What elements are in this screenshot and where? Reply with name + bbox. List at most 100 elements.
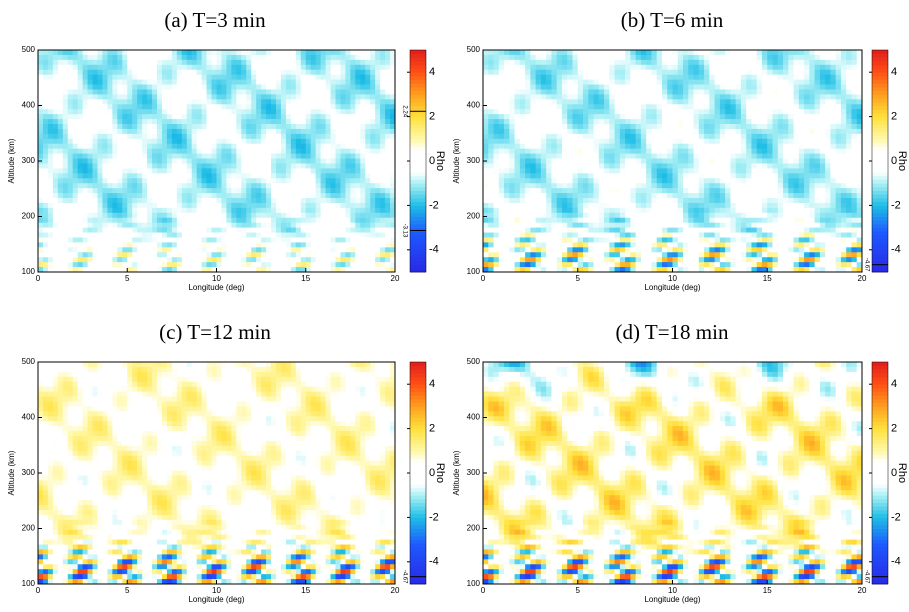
field-cell (137, 50, 142, 55)
field-cell (530, 75, 536, 80)
field-cell (241, 163, 246, 168)
field-cell (142, 257, 147, 262)
field-cell (365, 89, 370, 94)
field-cell (231, 163, 236, 168)
field-cell (620, 144, 626, 149)
field-cell (562, 124, 568, 129)
field-cell (187, 193, 192, 198)
field-cell (296, 247, 301, 252)
colorbar-tick-label: 4 (429, 66, 435, 78)
field-cell (98, 144, 103, 149)
field-cell (127, 188, 132, 193)
field-cell (296, 218, 301, 223)
field-cell (63, 218, 68, 223)
field-cell (221, 218, 226, 223)
field-cell (662, 75, 668, 80)
field-cell (162, 89, 167, 94)
field-cell (112, 228, 117, 233)
field-cell (355, 228, 360, 233)
field-cell (83, 149, 88, 154)
field-cell (340, 104, 345, 109)
field-cell (152, 85, 157, 90)
field-cell (73, 168, 78, 173)
field-cell (177, 149, 182, 154)
field-cell (256, 203, 261, 208)
field-cell (651, 144, 657, 149)
field-cell (43, 262, 48, 267)
field-cell (63, 50, 68, 55)
field-cell (380, 104, 385, 109)
field-cell (380, 193, 385, 198)
field-cell (370, 104, 375, 109)
field-cell (355, 163, 360, 168)
field-cell (345, 109, 350, 114)
field-cell (142, 70, 147, 75)
field-cell (217, 99, 222, 104)
field-cell (331, 237, 336, 242)
field-cell (102, 124, 107, 129)
field-cell (646, 50, 652, 55)
field-cell (375, 237, 380, 242)
field-cell (98, 173, 103, 178)
field-cell (221, 80, 226, 85)
field-cell (132, 173, 137, 178)
field-cell (355, 109, 360, 114)
field-cell (311, 70, 316, 75)
field-cell (88, 203, 93, 208)
field-cell (583, 104, 589, 109)
field-cell (583, 193, 589, 198)
field-cell (350, 60, 355, 65)
field-cell (651, 237, 657, 242)
field-cell (246, 188, 251, 193)
field-cell (251, 55, 256, 60)
field-cell (557, 247, 563, 252)
field-cell (231, 213, 236, 218)
field-cell (112, 144, 117, 149)
field-cell (73, 114, 78, 119)
field-cell (212, 203, 217, 208)
field-cell (38, 178, 43, 183)
field-cell (281, 168, 286, 173)
field-cell (197, 109, 202, 114)
field-cell (530, 242, 536, 247)
field-cell (271, 233, 276, 238)
field-cell (620, 70, 626, 75)
field-cell (157, 149, 162, 154)
field-cell (370, 119, 375, 124)
field-cell (281, 60, 286, 65)
field-cell (599, 262, 605, 267)
field-cell (375, 203, 380, 208)
field-cell (38, 50, 43, 55)
field-cell (63, 203, 68, 208)
field-cell (509, 257, 515, 262)
field-cell (251, 262, 256, 267)
field-cell (567, 99, 573, 104)
field-cell (499, 193, 505, 198)
field-cell (212, 134, 217, 139)
field-cell (370, 228, 375, 233)
field-cell (488, 183, 494, 188)
field-cell (256, 262, 261, 267)
field-cell (355, 129, 360, 134)
field-cell (630, 237, 636, 242)
field-cell (657, 178, 663, 183)
field-cell (646, 55, 652, 60)
field-cell (291, 85, 296, 90)
field-cell (167, 124, 172, 129)
field-cell (609, 149, 615, 154)
field-cell (551, 242, 557, 247)
field-cell (157, 50, 162, 55)
field-cell (236, 139, 241, 144)
field-cell (641, 223, 647, 228)
field-cell (256, 193, 261, 198)
field-cell (217, 75, 222, 80)
field-cell (546, 178, 552, 183)
field-cell (286, 213, 291, 218)
field-cell (53, 188, 58, 193)
field-cell (221, 129, 226, 134)
field-cell (336, 99, 341, 104)
field-cell (73, 198, 78, 203)
field-cell (488, 89, 494, 94)
field-cell (504, 242, 510, 247)
field-cell (53, 237, 58, 242)
